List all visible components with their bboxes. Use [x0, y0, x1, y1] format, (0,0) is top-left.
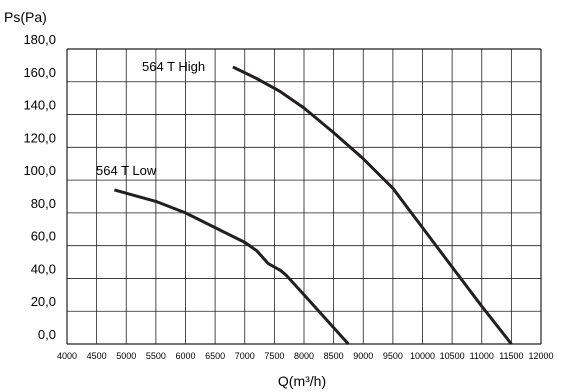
series-label-low: 564 T Low — [96, 163, 157, 178]
y-tick-label: 20,0 — [31, 294, 56, 309]
y-tick-label: 140,0 — [23, 98, 56, 113]
x-tick-label: 10000 — [410, 351, 435, 361]
x-tick-label: 9500 — [383, 351, 403, 361]
x-tick-label: 10500 — [440, 351, 465, 361]
x-tick-label: 11000 — [470, 351, 494, 361]
y-tick-label: 120,0 — [23, 130, 56, 145]
x-axis-ticks: 4000 4500 5000 5500 6000 6500 7000 7500 8000 8500… — [57, 351, 554, 361]
x-tick-label: 6500 — [205, 351, 225, 361]
x-tick-label: 6000 — [175, 351, 195, 361]
x-tick-label: 4000 — [57, 351, 77, 361]
y-tick-label: 160,0 — [23, 65, 56, 80]
grid — [66, 48, 542, 345]
x-tick-label: 12000 — [528, 351, 553, 361]
x-tick-label: 7500 — [264, 351, 284, 361]
x-tick-label: 9000 — [353, 351, 373, 361]
x-tick-label: 11500 — [499, 351, 523, 361]
y-axis-ticks: 0,0 20,0 40,0 60,0 80,0 100,0 120,0 140,0 160,0 1… — [23, 32, 56, 342]
x-tick-label: 4500 — [87, 351, 107, 361]
y-tick-label: 60,0 — [31, 229, 56, 244]
x-tick-label: 8000 — [294, 351, 314, 361]
series-lines — [113, 65, 513, 346]
x-tick-label: 7000 — [235, 351, 255, 361]
x-tick-label: 5000 — [116, 351, 136, 361]
x-tick-label: 8500 — [324, 351, 344, 361]
x-tick-label: 5500 — [146, 351, 166, 361]
series-line-high — [232, 65, 513, 345]
y-tick-label: 80,0 — [31, 196, 56, 211]
y-tick-label: 180,0 — [23, 32, 56, 47]
y-tick-label: 0,0 — [38, 327, 56, 342]
y-axis-label: Ps(Pa) — [4, 9, 47, 25]
series-line-low — [113, 188, 350, 346]
series-label-high: 564 T High — [142, 59, 205, 74]
y-tick-label: 40,0 — [31, 261, 56, 276]
y-tick-label: 100,0 — [23, 163, 56, 178]
x-axis-label: Q(m³/h) — [278, 373, 326, 389]
